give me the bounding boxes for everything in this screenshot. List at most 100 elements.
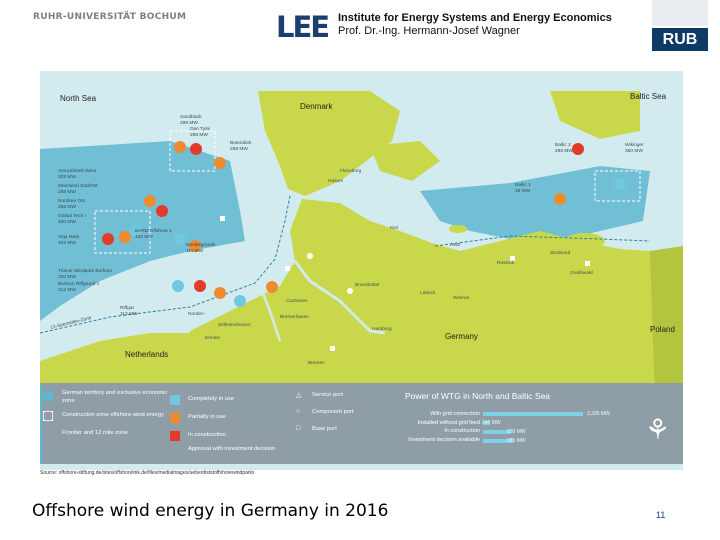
power-value-grid: 3,295 MW [587,411,610,417]
island-fehmarn [449,225,467,233]
windpark-marker [214,287,226,299]
legend-base-port: Base port [312,426,337,432]
power-value-without-grid: 246 MW [482,420,501,426]
institute-name: Institute for Energy Systems and Energy … [338,12,612,38]
windpark-marker [174,141,186,153]
power-bar-investment [483,439,513,443]
germany-land [190,199,683,401]
sweden-land [550,91,640,139]
city-label: Wilhelmshaven [218,323,251,328]
windpark-marker [189,240,201,252]
map-legend: German territory and exclusive economic … [40,383,683,464]
port-marker [510,256,515,261]
legend-frontier: Frontier and 12 mile zone [62,430,128,436]
windpark-marker [130,225,142,237]
power-title: Power of WTG in North and Baltic Sea [405,391,551,401]
legend-eez: German territory and exclusive economic … [62,390,168,404]
component-port-icon: ○ [296,408,301,415]
port-marker [285,266,290,271]
windpark-marker [172,280,184,292]
power-label-investment: Investment decision available [408,436,480,443]
windpark-marker [102,233,114,245]
power-bar-grid [483,412,583,416]
sea-label-awz: AWZ [450,243,461,248]
legend-partially: Partially in use [188,414,226,420]
city-label: Norden [188,312,204,317]
port-marker [330,346,335,351]
swatch-construction [170,431,180,441]
swatch-completed [170,395,180,405]
windpark-label: Global Tech I 400 MW [58,214,86,225]
power-row-labels: With grid connection Installed without g… [380,410,480,444]
region-netherlands: Netherlands [125,350,169,359]
windpark-label: BARD Offshore 1 400 MW [135,229,172,240]
windpark-marker [174,233,186,245]
base-port-icon: □ [296,425,301,432]
poland-land [650,246,683,401]
rub-logo-stripe [652,0,708,26]
windpark-label: Amrumbank West 302 MW [58,169,97,180]
windpark-marker [572,143,584,155]
island-ruegen [565,233,605,249]
swatch-partially [170,413,180,423]
legend-construction: In construction [188,432,226,438]
city-label: Bremerhaven [280,315,309,320]
windpark-marker [614,178,626,190]
windpark-marker [144,195,156,207]
river-elbe [293,260,386,335]
power-label-construction: In construction [444,428,480,434]
city-label: Hamburg [372,327,392,332]
windpark-label: Nordsee Ost 295 MW [58,199,85,210]
denmark-land [258,91,440,196]
power-bar-construction [483,430,511,434]
power-label-without-grid: Installed without grid feed [417,419,480,426]
windpark-label: Dan Tysk 288 MW [190,127,210,138]
city-label: Stralsund [550,251,571,256]
eez-north-sea [40,141,245,321]
windpark-marker [156,205,168,217]
port-marker [220,216,225,221]
twelve-mile-zone [40,195,291,334]
windpark-marker [190,143,202,155]
region-baltic-sea: Baltic Sea [630,92,667,101]
city-label: Kiel [390,226,398,231]
institute-line1: Institute for Energy Systems and Energy … [338,12,612,24]
windpark-marker [119,231,131,243]
city-label: Lübeck [420,291,436,296]
slide-title: Offshore wind energy in Germany in 2016 [32,501,389,521]
construction-zone-3 [594,170,641,202]
city-label: Cuxhaven [286,299,308,304]
city-label: Flensburg [340,169,362,174]
institute-line2: Prof. Dr.-Ing. Hermann-Josef Wagner [338,25,520,37]
power-bar-without-grid [483,421,490,425]
region-denmark: Denmark [300,102,333,111]
construction-zone-2 [169,130,216,172]
power-label-grid: With grid connection [430,411,480,417]
legend-service-port: Service port [312,392,343,398]
city-label: Bremen [308,361,325,366]
page-number: 11 [656,510,666,520]
windpark-label: Baltic 1 48 MW [515,183,531,194]
eez-baltic-sea [420,166,650,241]
windpark-label: Meerwind Süd/Ost 288 MW [58,184,98,195]
windpark-label: Butendiek 288 MW [230,141,252,152]
legend-construction-zone: Construction zone offshore wind energy [62,412,165,418]
map-svg [40,91,683,401]
university-logo: RUHR-UNIVERSITÄT BOCHUM [33,12,187,22]
lee-logo: LEE [276,10,330,44]
power-value-investment: 985 MW [507,438,526,444]
eez-border [434,235,651,247]
city-label: Husum [328,179,344,184]
construction-zone-1 [94,210,151,254]
legend-completed: Completely in use [188,396,235,402]
wind-turbine-icon: ⚘ [645,414,671,445]
region-germany: Germany [445,332,478,341]
city-label: Emden [205,336,221,341]
windpark-marker [214,157,226,169]
wind-park-markers [102,141,626,307]
windpark-label: Riffgat 113 MW [120,306,138,317]
windpark-marker [234,295,246,307]
windpark-marker [266,281,278,293]
region-north-sea: North Sea [60,94,97,103]
windpark-label: Wikinger 350 MW [625,143,644,154]
